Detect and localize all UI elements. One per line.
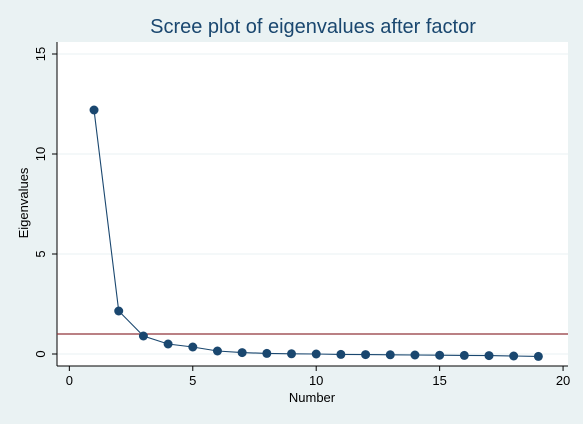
data-point-16 <box>459 350 469 360</box>
axes <box>56 42 568 367</box>
data-point-11 <box>336 349 346 359</box>
y-axis-label: Eigenvalues <box>16 167 31 238</box>
y-tick-label-1: 5 <box>33 250 48 257</box>
x-tick-label-2: 10 <box>309 373 323 388</box>
y-tick-label-3: 15 <box>33 47 48 61</box>
data-point-12 <box>361 350 371 360</box>
data-point-2 <box>114 306 124 316</box>
data-point-9 <box>287 349 297 359</box>
data-point-19 <box>533 351 543 361</box>
data-point-10 <box>311 349 321 359</box>
data-point-7 <box>237 348 247 358</box>
data-point-1 <box>89 105 99 115</box>
data-point-4 <box>163 339 173 349</box>
x-axis-label: Number <box>289 390 336 405</box>
x-tick-label-3: 15 <box>432 373 446 388</box>
y-tick-label-2: 10 <box>33 147 48 161</box>
x-tick-label-4: 20 <box>556 373 570 388</box>
data-point-8 <box>262 348 272 358</box>
x-tick-label-0: 0 <box>66 373 73 388</box>
data-point-3 <box>138 331 148 341</box>
plot-area <box>57 42 568 366</box>
data-point-18 <box>509 351 519 361</box>
data-point-13 <box>385 350 395 360</box>
ticks: 0 5 10 15 20 0 5 10 15 <box>33 47 570 388</box>
data-point-14 <box>410 350 420 360</box>
data-point-17 <box>484 351 494 361</box>
data-point-6 <box>212 346 222 356</box>
data-point-15 <box>435 350 445 360</box>
grid-lines <box>57 53 568 355</box>
chart-title: Scree plot of eigenvalues after factor <box>150 16 476 38</box>
y-tick-label-0: 0 <box>33 350 48 357</box>
data-point-5 <box>188 342 198 352</box>
x-tick-label-1: 5 <box>189 373 196 388</box>
series-group <box>89 105 543 361</box>
